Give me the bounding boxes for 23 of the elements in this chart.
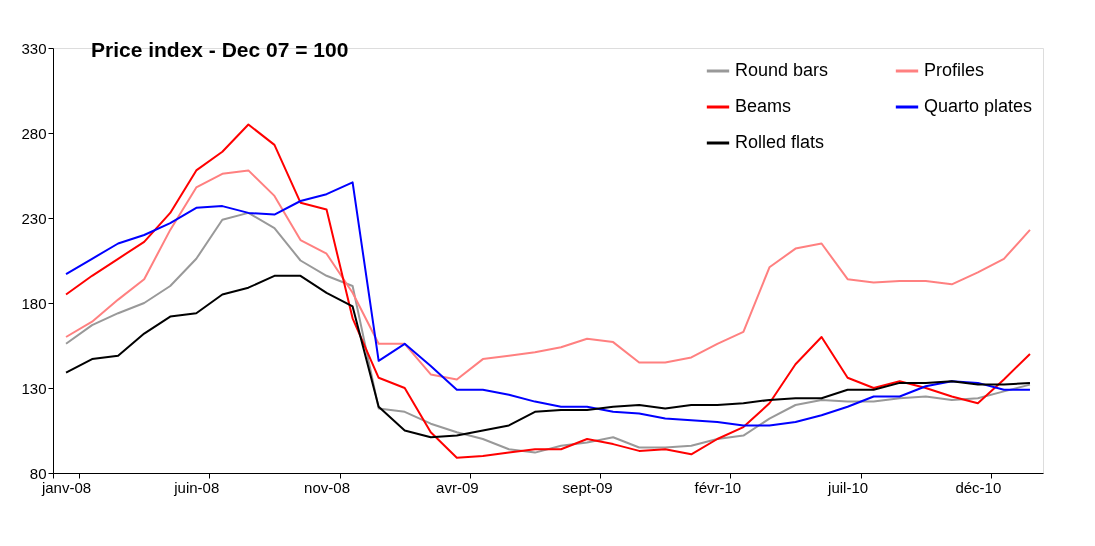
x-tick-label: févr-10	[694, 478, 742, 496]
x-tick-label: juin-08	[173, 478, 220, 496]
chart-title: Price index - Dec 07 = 100	[90, 38, 349, 61]
y-tick-label: 280	[21, 124, 47, 142]
x-tick-label: sept-09	[562, 478, 613, 496]
legend-label: Beams	[735, 96, 792, 116]
x-tick-label: déc-10	[955, 478, 1002, 496]
x-tick-label: juil-10	[827, 478, 869, 496]
y-tick-label: 180	[21, 294, 47, 312]
line-series	[65, 123, 1031, 459]
line-series	[65, 181, 1031, 427]
legend-label: Quarto plates	[924, 96, 1033, 116]
line-series	[65, 211, 1031, 454]
y-tick-label: 330	[21, 39, 47, 57]
x-tick-label: nov-08	[304, 478, 350, 496]
x-tick-label: avr-09	[436, 478, 479, 496]
line-series	[65, 274, 1031, 439]
legend-label: Profiles	[924, 60, 985, 80]
legend-label: Rolled flats	[735, 132, 825, 152]
y-tick-label: 230	[21, 209, 47, 227]
y-tick-label: 130	[21, 379, 47, 397]
legend-label: Round bars	[735, 60, 829, 80]
line-series	[65, 169, 1031, 381]
